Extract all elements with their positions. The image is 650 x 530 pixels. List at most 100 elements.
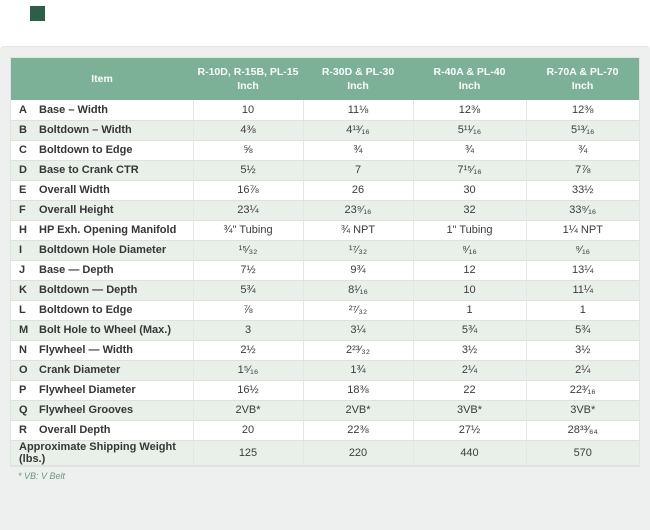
- table-row: M Bolt Hole to Wheel (Max.) 3 3¼ 5¾ 5¾: [11, 320, 639, 341]
- spec-table-card: Item R-10D, R-15B, PL-15 Inch R-30D & PL…: [10, 57, 640, 467]
- table-row: C Boltdown to Edge ⅝ ¾ ¾ ¾: [11, 140, 639, 161]
- table-row: D Base to Crank CTR 5½ 7 7¹⁵⁄₁₆ 7⅞: [11, 160, 639, 181]
- shipping-weight-value: 440: [412, 440, 526, 466]
- row-value-cell: 22: [412, 380, 526, 401]
- corner-logo-square: [30, 6, 45, 21]
- row-value-cell: 16⅞: [192, 180, 303, 201]
- row-value-cell: 3VB*: [525, 400, 639, 421]
- row-value-cell: ¾: [412, 140, 526, 161]
- row-letter: L: [11, 300, 37, 321]
- row-value-cell: ¹⁵⁄₃₂: [192, 240, 303, 261]
- table-row: L Boltdown to Edge ⅞ ²⁷⁄₃₂ 1 1: [11, 300, 639, 321]
- row-value-cell: 12: [412, 260, 526, 281]
- models-label: R-30D & PL-30: [321, 65, 395, 78]
- row-value-cell: 1⁵⁄₁₆: [192, 360, 303, 381]
- row-value-cell: 3½: [525, 340, 639, 361]
- row-item-label: Boltdown to Edge: [37, 140, 193, 161]
- row-letter: H: [11, 220, 37, 241]
- table-row: F Overall Height 23¼ 23⁹⁄₁₆ 32 33⁹⁄₁₆: [11, 200, 639, 221]
- row-value-cell: 4⅜: [192, 120, 303, 141]
- table-row: K Boltdown — Depth 5¾ 8¹⁄₁₆ 10 11¼: [11, 280, 639, 301]
- row-letter: B: [11, 120, 37, 141]
- row-item-label: Flywheel Diameter: [37, 380, 193, 401]
- table-row: R Overall Depth 20 22⅜ 27½ 28³³⁄₆₄: [11, 420, 639, 441]
- row-letter: C: [11, 140, 37, 161]
- row-value-cell: ⅞: [192, 300, 303, 321]
- row-letter: A: [11, 100, 37, 121]
- row-letter: E: [11, 180, 37, 201]
- row-item-label: Boltdown Hole Diameter: [37, 240, 193, 261]
- row-value-cell: 2¼: [525, 360, 639, 381]
- row-value-cell: 22³⁄₁₆: [525, 380, 639, 401]
- row-value-cell: 7½: [192, 260, 303, 281]
- row-value-cell: 27½: [412, 420, 526, 441]
- row-value-cell: 2¼: [412, 360, 526, 381]
- row-letter: R: [11, 420, 37, 441]
- row-item-label: Boltdown to Edge: [37, 300, 193, 321]
- shipping-weight-label: Approximate Shipping Weight (lbs.): [11, 440, 193, 466]
- unit-label: Inch: [347, 80, 369, 92]
- column-header-models-1: R-10D, R-15B, PL-15 Inch: [193, 58, 303, 100]
- row-value-cell: 5¾: [192, 280, 303, 301]
- row-value-cell: 32: [412, 200, 526, 221]
- row-value-cell: 8¹⁄₁₆: [302, 280, 413, 301]
- row-value-cell: ¾ NPT: [302, 220, 413, 241]
- row-item-label: Flywheel — Width: [37, 340, 193, 361]
- row-letter: I: [11, 240, 37, 261]
- row-value-cell: 5½: [192, 160, 303, 181]
- row-value-cell: 33⁹⁄₁₆: [525, 200, 639, 221]
- row-item-label: Bolt Hole to Wheel (Max.): [37, 320, 193, 341]
- unit-label: Inch: [571, 80, 594, 92]
- row-value-cell: 7¹⁵⁄₁₆: [412, 160, 526, 181]
- row-letter: N: [11, 340, 37, 361]
- models-label: R-10D, R-15B, PL-15: [197, 65, 299, 78]
- row-item-label: Base – Width: [37, 100, 193, 121]
- row-value-cell: 5¹³⁄₁₆: [525, 120, 639, 141]
- models-label: R-70A & PL-70: [546, 65, 619, 78]
- row-value-cell: ⁹⁄₁₆: [525, 240, 639, 261]
- table-row: Q Flywheel Grooves 2VB* 2VB* 3VB* 3VB*: [11, 400, 639, 421]
- row-value-cell: 16½: [192, 380, 303, 401]
- row-value-cell: ⅝: [192, 140, 303, 161]
- row-letter: J: [11, 260, 37, 281]
- row-value-cell: 33½: [525, 180, 639, 201]
- row-value-cell: 9¾: [302, 260, 413, 281]
- unit-label: Inch: [237, 80, 259, 92]
- row-value-cell: 11⅛: [302, 100, 413, 121]
- row-value-cell: 2²³⁄₃₂: [302, 340, 413, 361]
- row-value-cell: 10: [412, 280, 526, 301]
- table-row: E Overall Width 16⅞ 26 30 33½: [11, 180, 639, 201]
- table-row: B Boltdown – Width 4⅜ 4¹³⁄₁₆ 5¹¹⁄₁₆ 5¹³⁄₁₆: [11, 120, 639, 141]
- shipping-weight-value: 570: [525, 440, 639, 466]
- row-value-cell: 7: [302, 160, 413, 181]
- row-letter: K: [11, 280, 37, 301]
- row-item-label: Overall Depth: [37, 420, 193, 441]
- row-value-cell: 3½: [412, 340, 526, 361]
- row-value-cell: 3¼: [302, 320, 413, 341]
- row-letter: P: [11, 380, 37, 401]
- row-value-cell: 2VB*: [192, 400, 303, 421]
- unit-label: Inch: [458, 80, 481, 92]
- column-header-item: Item: [11, 58, 193, 100]
- models-label: R-40A & PL-40: [433, 65, 506, 78]
- row-item-label: Base — Depth: [37, 260, 193, 281]
- row-letter: D: [11, 160, 37, 181]
- row-value-cell: ¾: [302, 140, 413, 161]
- row-value-cell: 23¼: [192, 200, 303, 221]
- row-value-cell: 1: [525, 300, 639, 321]
- row-value-cell: 11¼: [525, 280, 639, 301]
- row-item-label: Boltdown – Width: [37, 120, 193, 141]
- row-value-cell: 10: [192, 100, 303, 121]
- shipping-weight-row: Approximate Shipping Weight (lbs.) 125 220…: [11, 440, 639, 466]
- column-header-models-2: R-30D & PL-30 Inch: [303, 58, 413, 100]
- row-value-cell: 20: [192, 420, 303, 441]
- row-value-cell: 26: [302, 180, 413, 201]
- row-value-cell: 3VB*: [412, 400, 526, 421]
- table-row: P Flywheel Diameter 16½ 18⅜ 22 22³⁄₁₆: [11, 380, 639, 401]
- row-value-cell: 5¹¹⁄₁₆: [412, 120, 526, 141]
- row-letter: O: [11, 360, 37, 381]
- row-item-label: Crank Diameter: [37, 360, 193, 381]
- row-value-cell: 22⅜: [302, 420, 413, 441]
- row-value-cell: ¾: [525, 140, 639, 161]
- row-value-cell: ¾" Tubing: [192, 220, 303, 241]
